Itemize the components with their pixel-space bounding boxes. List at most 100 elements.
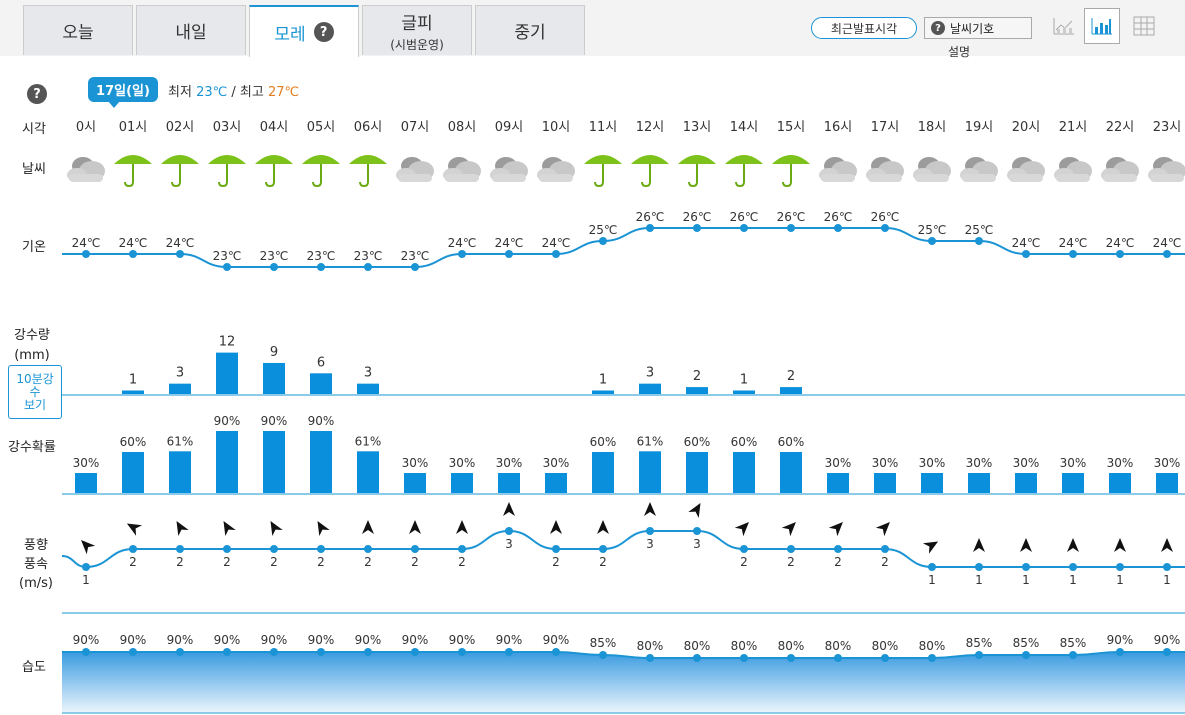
precip-label: 1 bbox=[740, 373, 748, 388]
cloud-part bbox=[492, 174, 526, 182]
help-icon[interactable]: ? bbox=[313, 22, 334, 42]
precip-prob-bar bbox=[733, 452, 755, 493]
wind-arrow-icon bbox=[644, 502, 656, 516]
temp-point bbox=[364, 263, 372, 271]
wind-point bbox=[1022, 563, 1030, 571]
humidity-point bbox=[1116, 648, 1124, 656]
temp-point bbox=[176, 250, 184, 258]
wind-arrow-icon bbox=[597, 520, 609, 534]
date-badge-tail bbox=[108, 101, 120, 108]
help-icon[interactable]: ? bbox=[27, 84, 47, 104]
humidity-point bbox=[646, 654, 654, 662]
precip-bar bbox=[733, 390, 755, 394]
temp-point bbox=[881, 224, 889, 232]
hour-label: 04시 bbox=[260, 120, 289, 135]
precip-prob-bar bbox=[216, 431, 238, 493]
tab-2[interactable]: 모레? bbox=[249, 5, 359, 57]
wind-speed-label: 1 bbox=[82, 573, 90, 587]
precip-prob-bar bbox=[592, 452, 614, 493]
wind-point bbox=[646, 527, 654, 535]
precip-prob-bar bbox=[263, 431, 285, 493]
hour-label: 16시 bbox=[824, 120, 853, 135]
temp-label: 24℃ bbox=[119, 236, 148, 250]
humidity-point bbox=[599, 651, 607, 659]
weather-legend-label: 날씨기호 bbox=[950, 21, 995, 36]
row-label-temp: 기온 bbox=[22, 240, 46, 255]
wind-arrow-icon bbox=[81, 540, 96, 555]
umbrella-handle bbox=[594, 164, 604, 188]
wind-point bbox=[223, 545, 231, 553]
weather-legend-button[interactable]: ? 날씨기호 bbox=[924, 17, 1032, 39]
humidity-label: 90% bbox=[261, 633, 288, 647]
min-temp: 23℃ bbox=[196, 85, 228, 100]
precip-prob-label: 30% bbox=[402, 456, 429, 470]
wind-speed-label: 1 bbox=[1116, 573, 1124, 587]
wind-arrow-icon bbox=[1020, 538, 1032, 552]
temp-line bbox=[62, 227, 1185, 269]
tab-3[interactable]: 글피 (시범운영) bbox=[362, 5, 472, 55]
humidity-label: 85% bbox=[1060, 636, 1087, 650]
humidity-label: 90% bbox=[1154, 633, 1181, 647]
wind-speed-label: 2 bbox=[552, 555, 560, 569]
tab-1[interactable]: 내일 bbox=[136, 5, 246, 55]
tab-label-row: 내일 bbox=[175, 18, 206, 43]
table-view-button[interactable] bbox=[1126, 8, 1162, 44]
recent-release-button[interactable]: 최근발표시각 bbox=[811, 17, 917, 39]
temp-point bbox=[1163, 250, 1171, 258]
precip-label: 3 bbox=[176, 366, 184, 381]
precip-prob-label: 90% bbox=[261, 414, 288, 428]
wind-point bbox=[411, 545, 419, 553]
temp-point bbox=[1116, 250, 1124, 258]
wind-point bbox=[1116, 563, 1124, 571]
row-label-precip: 강수량 (mm) bbox=[14, 326, 50, 366]
wind-arrow-icon bbox=[828, 522, 843, 537]
tab-label-row: 모레? bbox=[274, 20, 334, 45]
wind-arrow-icon bbox=[456, 520, 468, 534]
temp-label: 23℃ bbox=[260, 249, 289, 263]
humidity-label: 90% bbox=[308, 633, 335, 647]
humidity-point bbox=[317, 648, 325, 656]
umbrella-handle bbox=[265, 164, 275, 188]
hour-label: 0시 bbox=[76, 120, 96, 135]
temp-point bbox=[787, 224, 795, 232]
precip-prob-bar bbox=[451, 473, 473, 493]
precip-bar bbox=[357, 383, 379, 394]
wind-arrow-icon bbox=[688, 502, 701, 519]
ten-minute-rain-button[interactable]: 10분강 수 보기 bbox=[8, 365, 62, 419]
tab-sublabel: (시범운영) bbox=[390, 37, 444, 52]
humidity-point bbox=[82, 648, 90, 656]
temp-label: 23℃ bbox=[354, 249, 383, 263]
humidity-point bbox=[1163, 648, 1171, 656]
line-chart-view-button[interactable] bbox=[1046, 8, 1082, 44]
temp-point bbox=[1069, 250, 1077, 258]
wind-arrow-icon bbox=[875, 522, 890, 537]
wind-speed-label: 2 bbox=[364, 555, 372, 569]
humidity-line bbox=[62, 651, 1185, 659]
hour-label: 01시 bbox=[119, 120, 148, 135]
precip-bar bbox=[216, 352, 238, 394]
umbrella-icon bbox=[255, 155, 293, 164]
tab-0[interactable]: 오늘 bbox=[23, 5, 133, 55]
wind-speed-label: 3 bbox=[693, 537, 701, 551]
wind-arrow-icon bbox=[176, 520, 189, 537]
temp-label: 24℃ bbox=[495, 236, 524, 250]
humidity-label: 85% bbox=[966, 636, 993, 650]
temp-label: 25℃ bbox=[918, 223, 947, 237]
tab-label-row: 중기 bbox=[514, 18, 545, 43]
wind-point bbox=[928, 563, 936, 571]
cloud-part bbox=[445, 174, 479, 182]
wind-speed-label: 2 bbox=[740, 555, 748, 569]
row-label-precip-prob: 강수확률 bbox=[8, 440, 56, 455]
precip-prob-label: 61% bbox=[637, 434, 664, 448]
tab-4[interactable]: 중기 bbox=[475, 5, 585, 55]
precip-prob-label: 30% bbox=[449, 456, 476, 470]
max-label: 최고 bbox=[239, 85, 264, 100]
bar-chart-view-button[interactable] bbox=[1084, 8, 1120, 44]
umbrella-handle bbox=[735, 164, 745, 188]
precip-prob-label: 30% bbox=[966, 456, 993, 470]
temp-point bbox=[928, 237, 936, 245]
precip-prob-bar bbox=[1109, 473, 1131, 493]
precip-prob-bar bbox=[122, 452, 144, 493]
umbrella-handle bbox=[218, 164, 228, 188]
precip-unit: (mm) bbox=[14, 348, 50, 363]
